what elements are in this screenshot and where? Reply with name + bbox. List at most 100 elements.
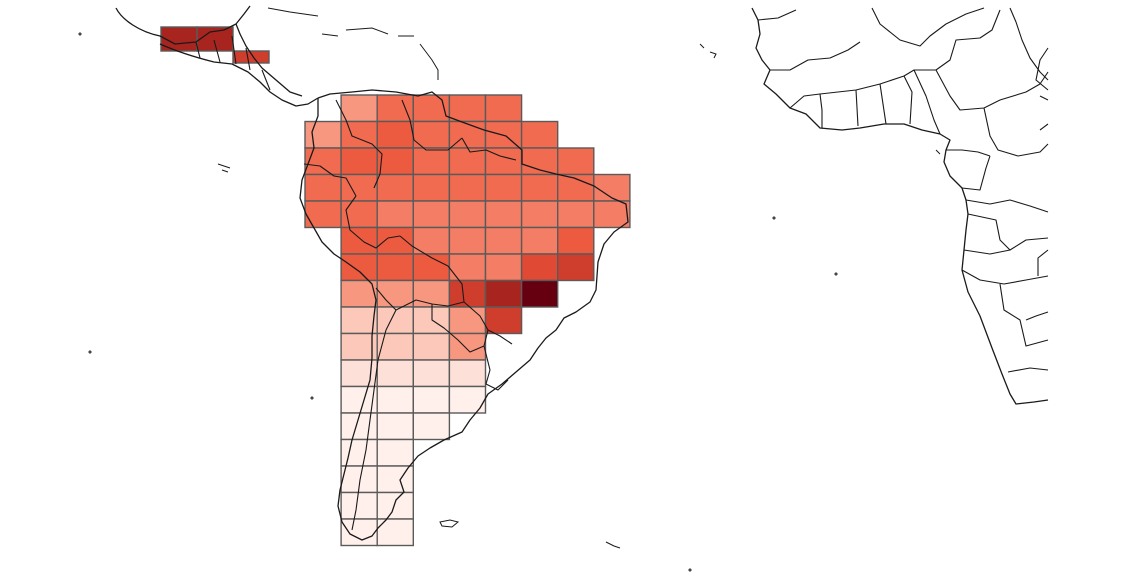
guianas-borders (461, 137, 517, 161)
grid-cell (376, 465, 415, 494)
grid-cell (593, 173, 631, 202)
grid-cell (484, 226, 523, 255)
grid-cell (376, 94, 415, 123)
grid-cell (376, 226, 415, 255)
grid-cell (376, 412, 415, 441)
grid-cell (448, 94, 487, 123)
grid-cell (520, 200, 559, 229)
grid-cell (520, 120, 559, 149)
grid-cell (340, 253, 378, 282)
east-africa-borders (1035, 47, 1049, 131)
grid-cell (557, 147, 595, 176)
grid-cell (376, 385, 415, 414)
grid-cell-central-america (196, 26, 234, 52)
grid-cell (376, 173, 415, 202)
peru-chile-border (375, 287, 405, 311)
grid-cell (412, 332, 451, 361)
galapagos-islands (217, 163, 231, 173)
grid-cell (448, 359, 487, 388)
grid-cell (412, 253, 451, 282)
ecuador-peru-border (303, 163, 357, 197)
grid-cell (376, 359, 415, 388)
grid-cell-central-america (232, 50, 270, 64)
grid-cell (340, 147, 378, 176)
grid-cell (520, 253, 559, 282)
grid-cell (484, 279, 523, 308)
grid-cell (520, 279, 559, 308)
grid-cell (448, 279, 487, 308)
americas-outline (115, 5, 629, 549)
ascension-island (772, 216, 776, 220)
pacific-islet-2 (310, 396, 314, 400)
st-helena-island (834, 272, 838, 276)
grid-cell (484, 306, 523, 335)
central-america-coastline (159, 43, 319, 107)
grid-cell (448, 306, 487, 335)
grid-cell (304, 200, 342, 229)
grid-cell (304, 147, 342, 176)
grid-cell (376, 332, 415, 361)
west-africa-coastline (751, 7, 1049, 405)
grid-cell (557, 253, 595, 282)
grid-cell (520, 173, 559, 202)
central-america-east-coast (235, 23, 303, 97)
pacific-islet-1 (88, 350, 92, 354)
grid-cell (376, 120, 415, 149)
grid-cell (448, 226, 487, 255)
tristan-island (688, 568, 692, 572)
grid-cell (376, 491, 415, 520)
grid-cell (484, 253, 523, 282)
grid-cell (557, 226, 595, 255)
south-america-coastline (299, 89, 629, 541)
grid-cell (557, 200, 595, 229)
grid-cell (412, 173, 451, 202)
grid-cell (484, 200, 523, 229)
grid-cell (376, 147, 415, 176)
grid-cell (448, 147, 487, 176)
grid-cell (376, 438, 415, 467)
grid-cell (448, 173, 487, 202)
bioko-island (935, 149, 941, 155)
grid-cell (448, 385, 487, 414)
west-africa-borders (757, 7, 1049, 157)
africa-outline (78, 7, 1049, 572)
colombia-venezuela-border (335, 99, 383, 189)
grid-cell (304, 120, 342, 149)
bolivia-border (399, 235, 465, 307)
grid-cell (593, 200, 631, 229)
cape-verde-islands (699, 43, 717, 59)
grid-cell (484, 94, 523, 123)
falkland-islands (439, 519, 460, 528)
venezuela-guyana-border (401, 99, 463, 151)
grid-cell (340, 491, 378, 520)
grid-cell (412, 385, 451, 414)
paraguay-border (431, 301, 489, 353)
south-georgia (605, 541, 621, 549)
grid-cell (412, 147, 451, 176)
grid-cell (304, 173, 342, 202)
grid-cell (340, 465, 378, 494)
grid-cell (412, 200, 451, 229)
grid-cell (448, 253, 487, 282)
brazil-uruguay-border (483, 345, 509, 391)
grid-cell (340, 94, 378, 123)
grid-cell (340, 306, 378, 335)
grid-cell (376, 279, 415, 308)
grid-cell (340, 332, 378, 361)
grid-cell (376, 200, 415, 229)
central-america-borders (195, 35, 271, 91)
grid-cell (484, 173, 523, 202)
grid-cell (412, 359, 451, 388)
grid-cell (340, 518, 378, 547)
central-africa-borders (946, 149, 1049, 373)
grid-cell (376, 253, 415, 282)
argentina-chile-border (351, 309, 397, 531)
grid-cell (412, 412, 451, 441)
mexico-coastline (115, 5, 251, 45)
peru-brazil-border (345, 195, 401, 249)
grid-cell (448, 200, 487, 229)
grid-cell (520, 226, 559, 255)
pacific-islet-3 (78, 32, 82, 36)
